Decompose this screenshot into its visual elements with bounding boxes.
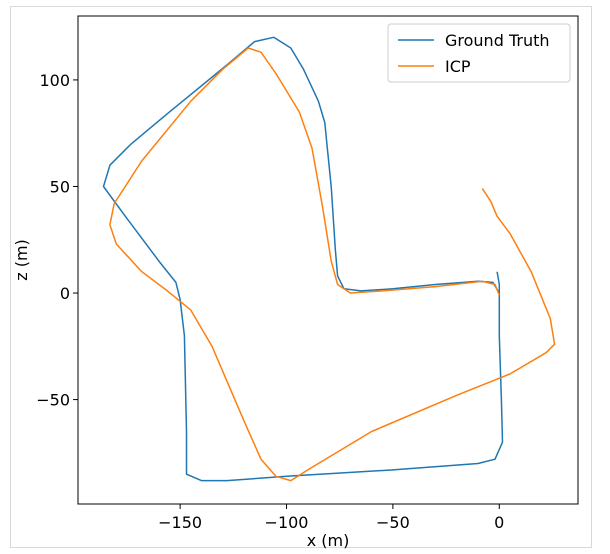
plot-area bbox=[77, 15, 579, 505]
y-tick-label: 100 bbox=[39, 71, 70, 90]
series-lines bbox=[102, 36, 556, 482]
x-axis-label: x (m) bbox=[307, 531, 350, 550]
legend-label-icp: ICP bbox=[445, 57, 471, 76]
y-tick-label: 0 bbox=[60, 284, 70, 303]
legend-label-ground-truth: Ground Truth bbox=[445, 31, 550, 50]
legend: Ground Truth ICP bbox=[387, 23, 571, 83]
x-ticks: −150 −100 −50 0 bbox=[158, 504, 504, 532]
x-tick-label: 0 bbox=[494, 513, 504, 532]
y-tick-label: 50 bbox=[50, 177, 70, 196]
x-tick-label: −50 bbox=[376, 513, 410, 532]
x-tick-label: −150 bbox=[158, 513, 202, 532]
y-tick-label: −50 bbox=[36, 391, 70, 410]
series-line-icp bbox=[109, 47, 556, 482]
legend-box bbox=[387, 23, 571, 83]
y-ticks: 100 50 0 −50 bbox=[36, 71, 78, 410]
y-axis-label: z (m) bbox=[12, 239, 31, 281]
series-line-ground-truth bbox=[102, 36, 504, 482]
x-tick-label: −100 bbox=[265, 513, 309, 532]
